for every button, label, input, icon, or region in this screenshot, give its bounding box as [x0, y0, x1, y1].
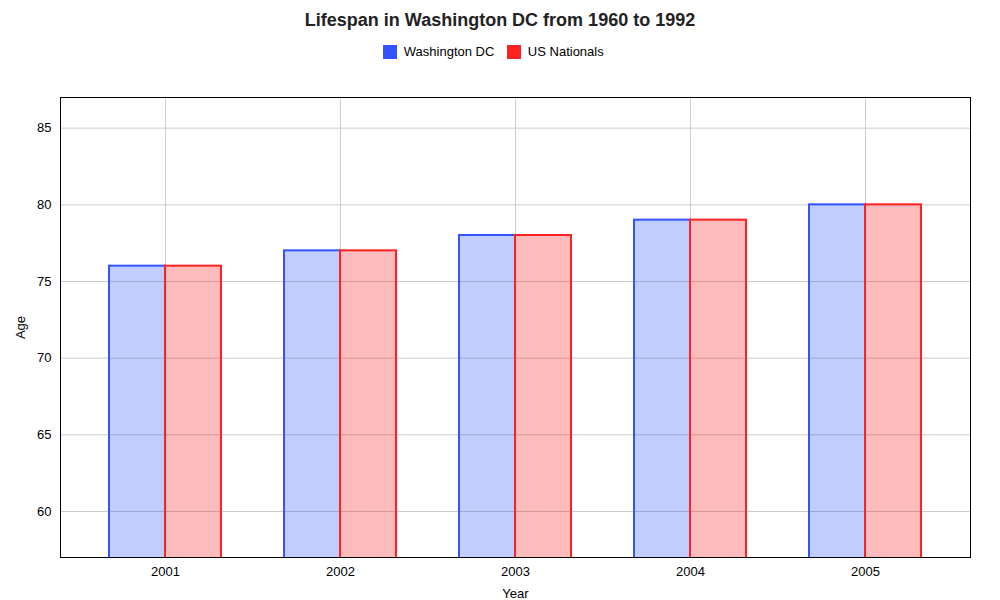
svg-text:75: 75: [37, 273, 51, 288]
svg-text:2005: 2005: [851, 563, 880, 578]
svg-text:80: 80: [37, 196, 51, 211]
svg-text:70: 70: [37, 350, 51, 365]
html-text:Lifespan in Washington DC from: Lifespan in Washington DC from 1960 to 1…: [304, 10, 696, 30]
svg-text:2003: 2003: [501, 563, 530, 578]
html-text:Washington DC: Washington DC: [403, 44, 495, 59]
svg-text:2004: 2004: [676, 563, 705, 578]
svg-text:60: 60: [37, 503, 51, 518]
svg-text:Age: Age: [13, 315, 28, 338]
svg-text:2001: 2001: [151, 563, 180, 578]
svg-text:Year: Year: [502, 585, 529, 600]
svg-text:2002: 2002: [326, 563, 355, 578]
svg-text:65: 65: [37, 426, 51, 441]
svg-text:85: 85: [37, 120, 51, 135]
html-text:US Nationals: US Nationals: [527, 44, 604, 59]
